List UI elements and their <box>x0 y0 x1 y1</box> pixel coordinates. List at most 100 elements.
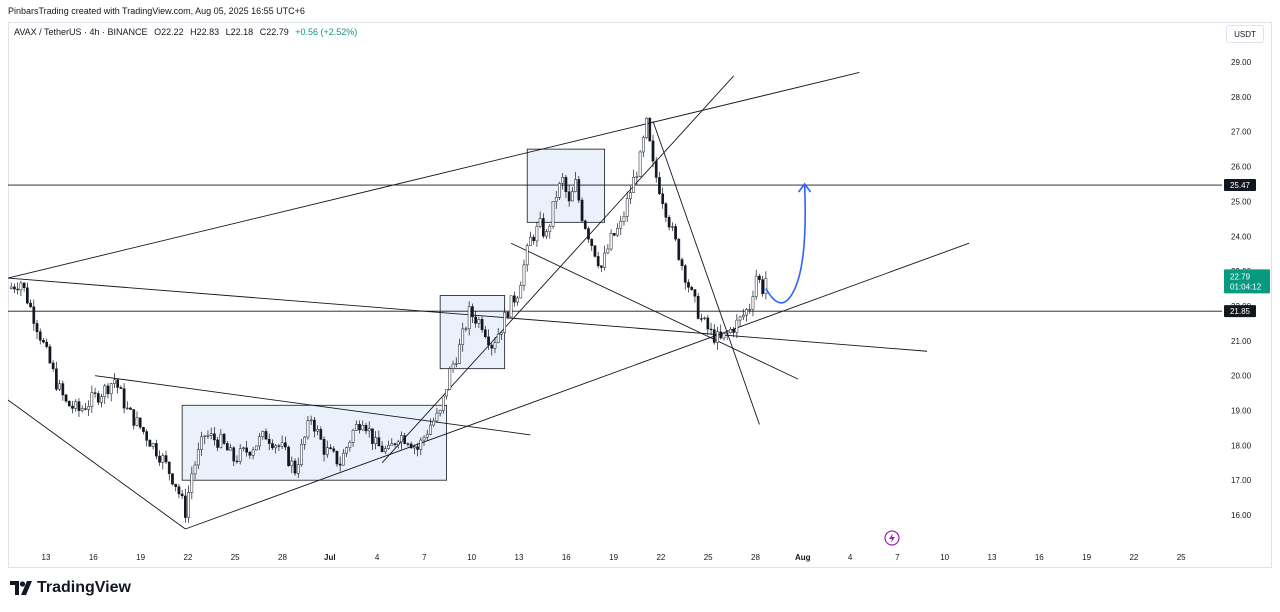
candle[interactable] <box>719 324 723 340</box>
candle[interactable] <box>35 320 39 340</box>
candle[interactable] <box>377 430 381 447</box>
candle[interactable] <box>706 314 710 336</box>
candle[interactable] <box>677 238 681 261</box>
candle[interactable] <box>74 399 78 412</box>
candle[interactable] <box>538 211 542 229</box>
candle[interactable] <box>254 445 258 451</box>
candle[interactable] <box>167 461 171 481</box>
candle[interactable] <box>687 279 690 293</box>
candle[interactable] <box>558 181 561 200</box>
candle[interactable] <box>616 223 619 237</box>
candle[interactable] <box>561 173 565 190</box>
candle[interactable] <box>445 389 448 400</box>
candle[interactable] <box>632 169 635 193</box>
candle[interactable] <box>622 211 626 226</box>
candle[interactable] <box>532 234 536 245</box>
candle[interactable] <box>648 117 652 142</box>
candle[interactable] <box>413 444 416 455</box>
candle[interactable] <box>490 343 494 356</box>
candle[interactable] <box>48 344 52 365</box>
candle[interactable] <box>729 327 732 334</box>
candle[interactable] <box>354 420 358 432</box>
candle[interactable] <box>732 326 735 338</box>
candle[interactable] <box>483 325 487 339</box>
candle[interactable] <box>725 329 729 340</box>
candle[interactable] <box>390 438 394 446</box>
candle[interactable] <box>400 431 403 450</box>
candle[interactable] <box>129 406 132 410</box>
candle[interactable] <box>93 387 97 398</box>
candle[interactable] <box>51 360 55 372</box>
candle[interactable] <box>448 366 452 390</box>
candle[interactable] <box>203 435 207 445</box>
candle[interactable] <box>296 457 300 479</box>
candle[interactable] <box>58 379 61 392</box>
candle[interactable] <box>158 450 161 466</box>
candle[interactable] <box>67 400 71 407</box>
candle[interactable] <box>342 448 345 466</box>
candle[interactable] <box>564 175 568 198</box>
candle[interactable] <box>383 445 387 455</box>
candle[interactable] <box>496 327 500 344</box>
candle[interactable] <box>409 441 413 449</box>
candle[interactable] <box>722 333 726 341</box>
candle[interactable] <box>474 310 477 328</box>
candle[interactable] <box>716 326 719 350</box>
candle[interactable] <box>190 466 194 500</box>
candle[interactable] <box>712 324 716 345</box>
candle[interactable] <box>225 441 229 451</box>
candle[interactable] <box>645 117 648 140</box>
candle[interactable] <box>100 393 103 408</box>
tradingview-branding[interactable]: TradingView <box>10 579 131 597</box>
trendline[interactable] <box>7 399 186 530</box>
candle[interactable] <box>680 257 684 271</box>
candle[interactable] <box>335 450 339 467</box>
legend-symbol[interactable]: AVAX / TetherUS · 4h · BINANCE <box>14 27 148 37</box>
candle[interactable] <box>641 135 645 158</box>
candle[interactable] <box>542 213 545 239</box>
candle[interactable] <box>464 326 468 332</box>
candle[interactable] <box>371 428 374 451</box>
candle[interactable] <box>477 316 481 329</box>
candle[interactable] <box>161 452 165 470</box>
candle[interactable] <box>290 456 294 474</box>
trendline[interactable] <box>381 75 734 464</box>
candle[interactable] <box>374 431 377 450</box>
candle[interactable] <box>664 202 668 223</box>
candle[interactable] <box>487 329 490 350</box>
candle[interactable] <box>22 282 26 292</box>
trendline[interactable] <box>510 242 799 380</box>
candle[interactable] <box>116 378 120 394</box>
candle[interactable] <box>419 437 423 456</box>
candle[interactable] <box>174 483 178 492</box>
candle[interactable] <box>80 405 84 413</box>
candle[interactable] <box>264 428 268 440</box>
candle[interactable] <box>200 431 203 456</box>
candle[interactable] <box>332 446 336 454</box>
candle[interactable] <box>26 282 29 305</box>
candle[interactable] <box>277 443 281 451</box>
candle[interactable] <box>519 281 523 299</box>
candle[interactable] <box>132 409 136 430</box>
candle[interactable] <box>229 443 232 451</box>
candle[interactable] <box>171 473 174 486</box>
candle[interactable] <box>703 316 706 321</box>
trendline[interactable] <box>7 277 928 352</box>
candle[interactable] <box>393 442 397 448</box>
candle[interactable] <box>758 274 761 284</box>
candle[interactable] <box>313 417 316 438</box>
candle[interactable] <box>55 361 58 392</box>
candle[interactable] <box>512 291 516 307</box>
candle[interactable] <box>500 332 503 341</box>
candle[interactable] <box>509 295 513 318</box>
candle[interactable] <box>235 455 239 464</box>
candle[interactable] <box>316 425 319 436</box>
candle[interactable] <box>380 441 384 453</box>
candle[interactable] <box>45 338 49 349</box>
candle[interactable] <box>96 391 100 406</box>
candle[interactable] <box>587 226 590 243</box>
candle[interactable] <box>19 280 23 296</box>
candle[interactable] <box>261 430 265 440</box>
candle[interactable] <box>267 433 271 451</box>
